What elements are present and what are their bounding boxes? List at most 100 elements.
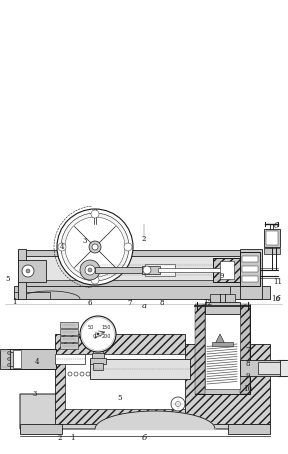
Circle shape [88,268,92,272]
Bar [145,264,175,276]
Text: 10: 10 [243,385,253,393]
Bar [266,231,278,245]
Bar [264,248,280,254]
Bar [240,249,262,299]
Bar [212,342,233,346]
Bar [5,352,13,366]
Bar [205,302,240,314]
Bar [60,343,78,349]
Text: 3: 3 [83,237,87,245]
Text: 4: 4 [60,243,64,251]
Circle shape [7,357,10,360]
Circle shape [97,333,99,335]
Bar [185,344,270,424]
Circle shape [91,210,99,218]
Circle shape [26,269,30,273]
Text: 1: 1 [12,298,16,306]
Bar [210,294,235,302]
Polygon shape [215,334,225,344]
Text: б: б [276,295,280,303]
Polygon shape [18,254,258,286]
Polygon shape [14,286,270,299]
Text: 4: 4 [35,358,39,366]
Text: 9: 9 [246,372,250,380]
Bar [60,329,78,335]
Bar [60,322,78,328]
Text: 2: 2 [142,235,146,243]
Bar [228,424,270,434]
Text: 5: 5 [118,394,122,402]
Bar [18,260,46,282]
Circle shape [61,213,129,281]
Polygon shape [65,354,185,409]
Bar [240,304,250,394]
Bar [158,268,223,272]
Bar [142,266,160,274]
Text: 12: 12 [204,299,213,307]
Circle shape [7,351,10,355]
Bar [92,353,104,359]
Circle shape [86,372,90,376]
Bar [0,349,10,369]
Circle shape [65,217,125,277]
Bar [195,304,205,394]
Text: б: б [141,434,147,442]
Circle shape [89,241,101,253]
Bar [20,424,62,434]
Circle shape [82,317,115,350]
Circle shape [22,265,34,277]
Circle shape [124,243,132,251]
Circle shape [80,316,116,352]
Bar [213,258,241,282]
Bar [90,359,190,379]
Bar [240,360,280,376]
Text: 6: 6 [88,299,92,307]
Bar [18,249,26,299]
Bar [55,334,185,424]
Bar [278,360,288,376]
Circle shape [143,266,151,274]
Bar [242,256,258,262]
Circle shape [68,372,72,376]
Bar [220,261,234,279]
Text: б: б [274,222,278,230]
Text: 50: 50 [88,325,94,330]
Circle shape [7,364,10,366]
Bar [55,354,85,364]
Polygon shape [20,379,270,429]
Text: 5: 5 [6,275,10,283]
Circle shape [91,276,99,284]
Text: 150: 150 [101,325,111,330]
Text: 7: 7 [246,346,250,354]
Bar [195,304,250,394]
Circle shape [80,372,84,376]
Text: 2: 2 [58,434,62,442]
Bar [205,309,240,389]
Bar [93,349,103,354]
Text: 0: 0 [92,334,96,339]
Bar [90,358,106,364]
Bar [18,250,258,256]
Text: 10: 10 [272,295,281,303]
Bar [242,266,258,272]
Circle shape [58,243,66,251]
Bar [258,362,280,374]
Polygon shape [230,286,270,299]
Circle shape [175,401,181,406]
Bar [60,336,78,342]
Text: 1: 1 [70,434,74,442]
Text: 11: 11 [274,278,283,286]
Circle shape [74,372,78,376]
Circle shape [92,244,98,250]
Circle shape [57,209,133,285]
Bar [95,267,145,273]
Bar [242,276,258,282]
Text: a: a [141,302,147,310]
Circle shape [85,265,95,275]
Text: 200: 200 [101,334,111,339]
Bar [93,363,103,370]
Bar [13,350,21,368]
Bar [240,252,260,286]
Text: 9: 9 [220,272,224,280]
Circle shape [265,246,271,252]
